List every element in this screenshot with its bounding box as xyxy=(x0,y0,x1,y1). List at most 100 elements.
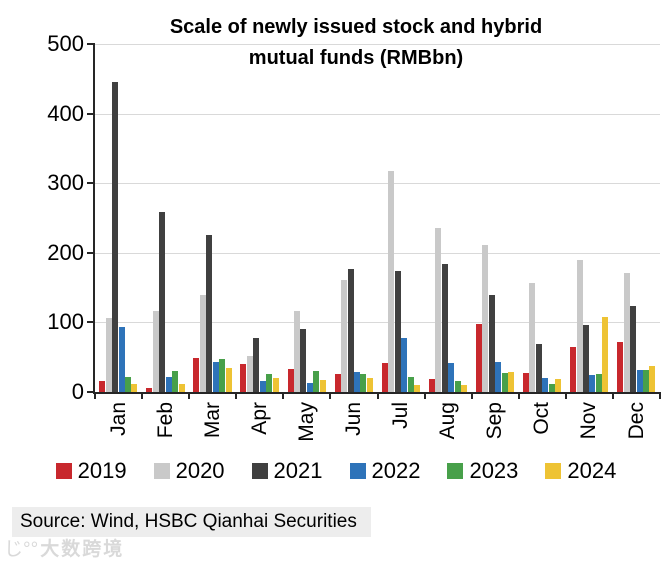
bar-2021-Feb xyxy=(159,212,166,392)
y-axis-tick-mark xyxy=(87,391,95,393)
bar-2024-Feb xyxy=(178,384,185,392)
bar-2022-Dec xyxy=(636,370,643,392)
gridline-y100 xyxy=(95,322,660,324)
x-axis-tick-mark xyxy=(517,392,520,399)
bar-2022-Aug xyxy=(448,363,455,392)
bar-2021-Oct xyxy=(535,344,542,392)
bar-2020-Apr xyxy=(246,356,253,392)
x-axis-tick-mark xyxy=(564,392,567,399)
x-axis-tick-mark xyxy=(423,392,426,399)
bar-2024-Dec xyxy=(649,366,656,392)
bar-2020-Mar xyxy=(199,295,206,392)
gridline-y500 xyxy=(95,44,660,45)
bar-2023-Nov xyxy=(595,374,602,392)
chart-title-line2: mutual funds (RMBbn) xyxy=(248,47,464,69)
bar-2021-Jan xyxy=(112,82,119,392)
x-axis-month-label: Jun xyxy=(342,402,365,436)
chart-title: Scale of newly issued stock and hybrid m… xyxy=(76,12,636,74)
x-axis-tick-mark xyxy=(235,392,238,399)
bar-2023-Jul xyxy=(407,377,414,392)
y-axis-tick-label: 100 xyxy=(47,309,84,335)
bar-2020-Aug xyxy=(435,228,442,392)
bar-2021-May xyxy=(300,329,307,392)
legend-swatch-icon xyxy=(349,463,366,479)
bar-2019-Dec xyxy=(617,342,624,392)
y-axis-tick-mark xyxy=(87,321,95,324)
bar-2019-Mar xyxy=(193,358,200,392)
y-axis-tick-mark xyxy=(87,251,95,254)
x-axis-month-label: Sep xyxy=(483,402,507,440)
bar-2024-May xyxy=(319,380,326,392)
legend-label: 2019 xyxy=(77,458,127,483)
legend-label: 2021 xyxy=(273,458,323,483)
bar-2023-Feb xyxy=(172,371,179,392)
bar-2019-Nov xyxy=(570,347,576,392)
x-axis-month-label: Dec xyxy=(624,402,648,440)
bar-2024-Nov xyxy=(602,317,609,392)
bar-2023-Oct xyxy=(548,384,555,392)
bar-2022-May xyxy=(306,383,313,392)
bar-2019-Sep xyxy=(475,324,482,392)
y-axis-tick-label: 500 xyxy=(47,31,84,56)
legend-label: 2023 xyxy=(469,458,519,483)
gridline-y400 xyxy=(95,113,660,115)
legend-item-2020: 2020 xyxy=(153,458,225,484)
legend-item-2022: 2022 xyxy=(349,458,421,484)
x-axis-tick-mark xyxy=(282,392,285,399)
gridline-y300 xyxy=(95,183,660,185)
y-axis-tick-mark xyxy=(87,182,95,185)
legend-swatch-icon xyxy=(153,463,170,479)
x-axis-month-label: Nov xyxy=(577,402,601,440)
y-axis-tick-label: 300 xyxy=(47,170,84,196)
watermark-text: 大数跨境 xyxy=(40,539,125,560)
bar-2021-Nov xyxy=(582,325,589,392)
bar-2024-Mar xyxy=(225,368,232,392)
bar-2024-Jun xyxy=(366,378,373,392)
bar-2022-Feb xyxy=(165,377,172,392)
bar-2023-Aug xyxy=(454,381,461,392)
y-axis-tick-label: 400 xyxy=(47,100,84,126)
bar-2022-Mar xyxy=(212,362,219,392)
bar-2023-May xyxy=(313,371,320,392)
x-axis-tick-mark xyxy=(611,392,614,399)
bar-2024-Jan xyxy=(131,384,138,392)
bar-2023-Dec xyxy=(642,370,649,392)
y-axis-tick-mark xyxy=(87,43,95,45)
watermark: じ°° 大数跨境 xyxy=(4,534,124,561)
bar-2020-Jun xyxy=(341,280,348,392)
bar-2020-Jan xyxy=(105,318,112,392)
bar-2024-Apr xyxy=(272,378,279,392)
y-axis-tick-label: 200 xyxy=(47,239,84,265)
bar-2019-Jul xyxy=(381,363,388,392)
legend-swatch-icon xyxy=(545,463,562,479)
x-axis-month-label: Feb xyxy=(153,402,177,439)
x-axis-tick-mark xyxy=(188,392,191,399)
x-axis-month-label: Jul xyxy=(389,402,412,429)
bar-2020-Oct xyxy=(529,283,536,392)
bar-2023-Apr xyxy=(266,374,273,392)
bar-2024-Jul xyxy=(413,385,420,392)
bar-2022-Sep xyxy=(495,362,502,392)
legend-label: 2022 xyxy=(371,458,421,483)
bar-2022-Oct xyxy=(542,378,549,392)
bar-2019-Jan xyxy=(99,381,106,392)
bar-2024-Aug xyxy=(461,385,467,392)
bar-2021-Aug xyxy=(441,264,448,392)
gridline-y200 xyxy=(95,252,660,254)
bar-2019-Jun xyxy=(334,374,341,392)
y-axis-tick-label: 0 xyxy=(71,379,84,404)
x-axis-month-label: Oct xyxy=(530,402,554,435)
legend-label: 2020 xyxy=(175,458,225,483)
x-axis-month-label: Jan xyxy=(106,402,130,436)
legend-item-2021: 2021 xyxy=(251,458,323,484)
x-axis-month-label: Mar xyxy=(200,402,224,439)
bar-2022-Apr xyxy=(259,381,266,392)
x-axis-month-label: Apr xyxy=(247,402,271,435)
chart-legend: 2019 2020 2021 2022 2023 2024 xyxy=(0,458,672,484)
bar-2024-Sep xyxy=(508,372,515,392)
bar-2023-Sep xyxy=(501,373,508,392)
y-axis-tick-mark xyxy=(87,112,95,115)
bar-2019-Oct xyxy=(522,373,529,392)
legend-swatch-icon xyxy=(447,463,464,479)
